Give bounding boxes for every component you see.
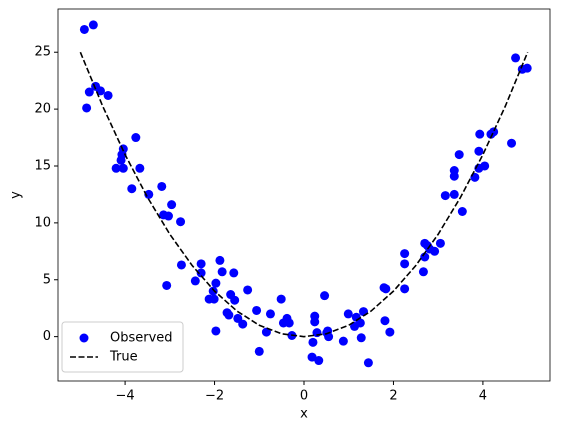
data-point (480, 161, 490, 171)
data-point (475, 129, 485, 139)
data-point (157, 181, 167, 191)
data-point (111, 163, 121, 173)
data-point (522, 63, 532, 73)
data-point (261, 327, 271, 337)
data-point (238, 319, 248, 329)
data-point (131, 133, 141, 143)
data-point (95, 86, 105, 96)
data-point (211, 326, 221, 336)
data-point (381, 284, 391, 294)
data-point (217, 267, 227, 277)
data-point (511, 53, 521, 63)
data-point (440, 191, 450, 201)
y-tick-label: 5 (43, 272, 51, 287)
data-point (230, 295, 240, 305)
data-point (489, 127, 499, 137)
y-tick-label: 10 (34, 215, 51, 230)
data-point (284, 318, 294, 328)
data-point (343, 309, 353, 319)
data-point (224, 310, 234, 320)
data-point (163, 211, 173, 221)
data-point (103, 90, 113, 100)
y-axis-label: y (9, 191, 24, 199)
data-point (400, 284, 410, 294)
data-point (215, 255, 225, 265)
data-point (355, 318, 365, 328)
data-point (265, 309, 275, 319)
x-tick-label: 0 (300, 389, 308, 404)
y-tick-label: 20 (34, 102, 51, 117)
data-point (363, 358, 373, 368)
data-point (88, 20, 98, 30)
data-point (208, 286, 218, 296)
data-point (84, 87, 94, 97)
data-point (176, 260, 186, 270)
data-point (116, 155, 126, 165)
data-point (449, 171, 459, 181)
data-point (118, 163, 128, 173)
data-point (162, 280, 172, 290)
data-point (457, 206, 467, 216)
y-tick-label: 15 (34, 158, 51, 173)
data-point (454, 150, 464, 160)
x-tick-label: 4 (479, 389, 487, 404)
data-point (252, 305, 262, 315)
data-point (243, 285, 253, 295)
data-point (229, 268, 239, 278)
legend-label: Observed (110, 331, 173, 346)
data-point (418, 267, 428, 277)
legend-box (61, 321, 184, 373)
x-axis-label: x (300, 407, 308, 422)
data-point (356, 333, 366, 343)
x-tick-label: −4 (116, 389, 135, 404)
data-point (211, 278, 221, 288)
data-point (135, 163, 145, 173)
data-point (276, 294, 286, 304)
data-point (380, 316, 390, 326)
data-point (435, 238, 445, 248)
data-point (449, 189, 459, 199)
data-point (474, 146, 484, 156)
data-point (209, 294, 219, 304)
data-point (320, 291, 330, 301)
data-point (470, 172, 480, 182)
data-point (196, 259, 206, 269)
data-point (167, 200, 177, 210)
data-point (314, 356, 324, 366)
y-tick-label: 25 (34, 45, 51, 60)
data-point (385, 327, 395, 337)
legend-label: True (109, 350, 138, 365)
legend-marker (79, 333, 89, 343)
data-point (400, 259, 410, 269)
data-point (254, 346, 264, 356)
plot-frame (57, 8, 551, 382)
data-point (176, 217, 186, 227)
data-point (420, 252, 430, 262)
x-tick-label: 2 (389, 389, 397, 404)
data-point (430, 246, 440, 256)
data-point (127, 184, 137, 194)
x-tick-label: −2 (205, 389, 224, 404)
data-point (307, 352, 317, 362)
data-point (82, 103, 92, 113)
data-point (310, 317, 320, 327)
line (79, 51, 529, 338)
data-point (308, 337, 318, 347)
data-point (338, 336, 348, 346)
data-point (196, 268, 206, 278)
y-tick-label: 0 (43, 329, 51, 344)
data-point (190, 276, 200, 286)
data-point (507, 138, 517, 148)
data-point (400, 249, 410, 259)
data-point (79, 24, 89, 34)
